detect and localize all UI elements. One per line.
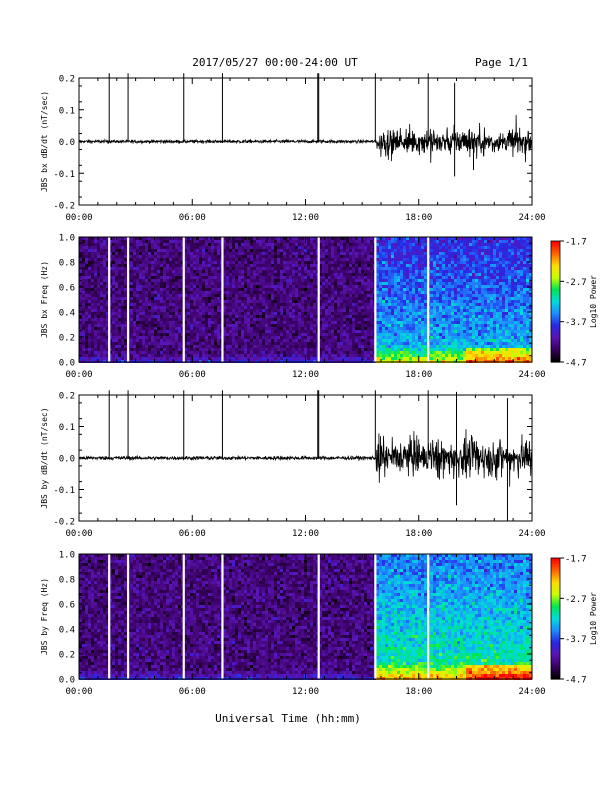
x-tick-label: 18:00 bbox=[405, 529, 432, 539]
colorbar-tick-label: -4.7 bbox=[565, 676, 587, 686]
y-axis-label: JBS by Freq (Hz) bbox=[40, 578, 49, 655]
panel-4: 1.0 0.8 0.6 0.4 0.2 0.000:00 06:00 12:00 18:00 24… bbox=[40, 551, 598, 698]
colorbar-tick-label: -4.7 bbox=[565, 359, 587, 369]
x-tick-label: 24:00 bbox=[518, 370, 545, 380]
x-tick-label: 24:00 bbox=[518, 529, 545, 539]
x-tick-label: 00:00 bbox=[65, 213, 92, 223]
y-tick-label: -0.2 bbox=[53, 202, 75, 212]
timeseries-3 bbox=[79, 390, 532, 521]
colorbar-tick-label: -3.7 bbox=[565, 318, 587, 328]
y-axis-label: JBS bx dB/dt (nT/sec) bbox=[40, 91, 49, 192]
x-tick-label: 18:00 bbox=[405, 213, 432, 223]
x-tick-label: 12:00 bbox=[292, 529, 319, 539]
signal-line bbox=[79, 429, 532, 487]
y-axis-label: JBS by dB/dt (nT/sec) bbox=[40, 407, 49, 508]
y-tick-label: 0.6 bbox=[59, 601, 75, 611]
x-tick-label: 24:00 bbox=[518, 687, 545, 697]
x-tick-label: 06:00 bbox=[179, 529, 206, 539]
x-tick-label: 12:00 bbox=[292, 213, 319, 223]
y-tick-label: 0.2 bbox=[59, 392, 75, 402]
spectrogram-4 bbox=[79, 554, 532, 680]
colorbar-tick-label: -2.7 bbox=[565, 595, 587, 605]
colorbar-tick-label: -3.7 bbox=[565, 635, 587, 645]
colorbar: -1.7 -2.7 -3.7 -4.7 Log10 Power bbox=[551, 238, 598, 369]
x-tick-label: 18:00 bbox=[405, 370, 432, 380]
y-tick-label: 0.1 bbox=[59, 423, 75, 433]
x-tick-label: 12:00 bbox=[292, 370, 319, 380]
colorbar-tick-label: -2.7 bbox=[565, 278, 587, 288]
y-tick-label: 0.0 bbox=[59, 138, 75, 148]
y-tick-label: -0.1 bbox=[53, 486, 75, 496]
y-tick-label: 0.2 bbox=[59, 75, 75, 85]
spectrogram-2 bbox=[79, 237, 532, 363]
y-tick-label: -0.1 bbox=[53, 170, 75, 180]
y-tick-label: 0.0 bbox=[59, 455, 75, 465]
x-tick-label: 18:00 bbox=[405, 687, 432, 697]
colorbar-label: Log10 Power bbox=[589, 275, 598, 328]
colorbar-label: Log10 Power bbox=[589, 592, 598, 645]
y-tick-label: 1.0 bbox=[59, 234, 75, 244]
signal-line bbox=[79, 115, 532, 163]
x-tick-label: 00:00 bbox=[65, 529, 92, 539]
y-tick-label: 0.8 bbox=[59, 576, 75, 586]
colorbar: -1.7 -2.7 -3.7 -4.7 Log10 Power bbox=[551, 555, 598, 686]
x-tick-label: 12:00 bbox=[292, 687, 319, 697]
x-tick-label: 06:00 bbox=[179, 370, 206, 380]
page-title: 2017/05/27 00:00-24:00 UT bbox=[192, 56, 358, 69]
page-number: Page 1/1 bbox=[475, 56, 528, 69]
panel-2: 1.0 0.8 0.6 0.4 0.2 0.000:00 06:00 12:00 18:00 24… bbox=[40, 234, 598, 381]
colorbar-tick-label: -1.7 bbox=[565, 238, 587, 248]
y-tick-label: 0.4 bbox=[59, 626, 75, 636]
y-tick-label: 0.0 bbox=[59, 676, 75, 686]
colorbar-tick-label: -1.7 bbox=[565, 555, 587, 565]
x-tick-label: 24:00 bbox=[518, 213, 545, 223]
y-tick-label: 0.2 bbox=[59, 651, 75, 661]
panel-3: 0.2 0.1 0.0 -0.1 -0.200:00 06:00 12:00 18:00 24:… bbox=[40, 390, 546, 539]
y-axis-label: JBS bx Freq (Hz) bbox=[40, 261, 49, 338]
timeseries-1 bbox=[79, 73, 532, 176]
panel-1: 0.2 0.1 0.0 -0.1 -0.200:00 06:00 12:00 18:00 24:… bbox=[40, 73, 546, 223]
y-tick-label: 0.4 bbox=[59, 309, 75, 319]
y-tick-label: 0.6 bbox=[59, 284, 75, 294]
x-tick-label: 06:00 bbox=[179, 687, 206, 697]
x-tick-label: 00:00 bbox=[65, 370, 92, 380]
y-tick-label: 0.2 bbox=[59, 334, 75, 344]
x-tick-label: 06:00 bbox=[179, 213, 206, 223]
y-tick-label: -0.2 bbox=[53, 518, 75, 528]
y-tick-label: 0.0 bbox=[59, 359, 75, 369]
y-tick-label: 0.1 bbox=[59, 106, 75, 116]
y-tick-label: 0.8 bbox=[59, 259, 75, 269]
x-axis-label: Universal Time (hh:mm) bbox=[215, 712, 361, 725]
y-tick-label: 1.0 bbox=[59, 551, 75, 561]
x-tick-label: 00:00 bbox=[65, 687, 92, 697]
